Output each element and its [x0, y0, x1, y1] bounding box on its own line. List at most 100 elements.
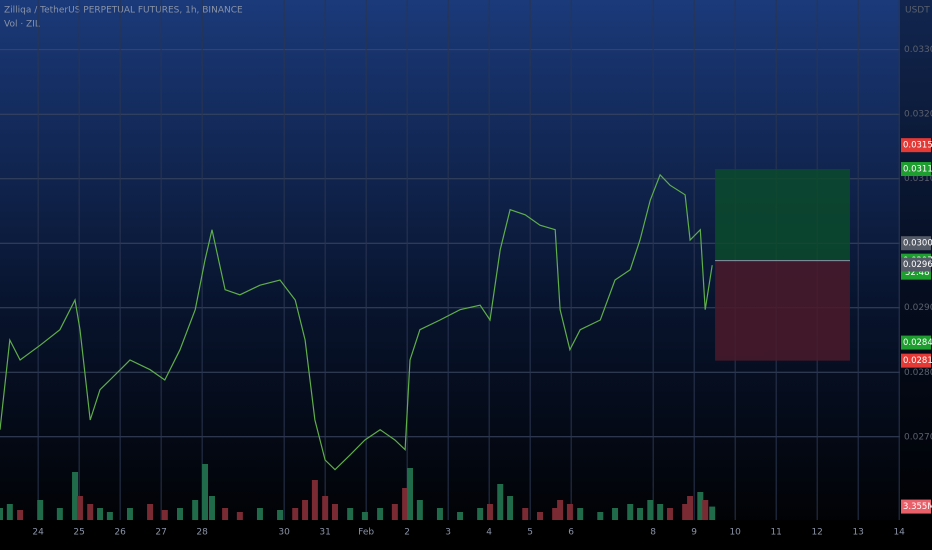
volume-bar [311, 480, 318, 520]
x-tick-label: 12 [811, 528, 822, 538]
volume-bar [697, 492, 704, 520]
volume-bar [557, 500, 564, 520]
volume-bar [577, 508, 584, 520]
volume-bar [522, 508, 529, 520]
x-tick-label: 25 [73, 528, 84, 538]
volume-bar [72, 472, 79, 520]
volume-bar [666, 508, 673, 520]
price-marker-label: 0.02818 [903, 356, 932, 366]
volume-bar [192, 500, 199, 520]
volume-bar [647, 500, 654, 520]
volume-bar [436, 508, 443, 520]
volume-bar [161, 510, 168, 520]
volume-bar [627, 504, 634, 520]
price-marker-label: 0.03115 [903, 165, 932, 175]
x-tick-label: 24 [32, 528, 44, 538]
volume-bar [391, 504, 398, 520]
volume-bar [17, 510, 24, 520]
countdown: 52:48 [905, 268, 930, 278]
x-tick-label: 14 [893, 528, 905, 538]
price-marker [901, 162, 931, 177]
volume-bar [637, 508, 644, 520]
volume-bar [687, 496, 694, 520]
x-tick-label: 2 [404, 528, 410, 538]
price-marker [901, 138, 931, 153]
x-tick-label: 26 [114, 528, 126, 538]
stop-zone [715, 260, 850, 361]
x-tick-label: 5 [527, 528, 533, 538]
volume-bar [347, 508, 354, 520]
volume-bar [177, 508, 183, 520]
x-tick-label: 8 [650, 528, 656, 538]
x-tick-label: 27 [155, 528, 166, 538]
volume-bar [486, 504, 493, 520]
volume-marker-label: 3.355M [903, 502, 932, 512]
volume-bar [0, 508, 3, 520]
volume-bar [507, 496, 514, 520]
price-line [0, 173, 713, 471]
y-tick-label: 0.02700 [904, 432, 932, 442]
volume-bar [106, 512, 113, 520]
y-tick-label: 0.03300 [904, 45, 932, 55]
x-tick-label: 4 [486, 528, 492, 538]
x-axis-panel [0, 520, 932, 550]
volume-bar [76, 496, 83, 520]
volume-bar [361, 512, 368, 520]
volume-bar [202, 464, 209, 520]
volume-bar [302, 500, 309, 520]
price-marker-label: 0.02967 [903, 260, 932, 270]
price-marker [901, 236, 931, 251]
volume-bar [208, 496, 215, 520]
price-marker-label: 0.03000 [903, 239, 932, 249]
price-marker-label: 0.02846 [903, 338, 932, 348]
volume-bar [147, 504, 154, 520]
volume-bar [256, 508, 263, 520]
volume-bar [87, 504, 94, 520]
volume-bar [682, 504, 689, 520]
volume-bar [497, 484, 504, 520]
volume-bar [709, 506, 716, 520]
volume-marker [901, 499, 931, 514]
volume-bar [552, 508, 559, 520]
x-tick-label: 9 [691, 528, 697, 538]
volume-bar [457, 512, 464, 520]
y-tick-label: 0.03200 [904, 110, 932, 120]
x-tick-label: 11 [770, 528, 781, 538]
volume-bar [37, 500, 44, 520]
volume-bar [222, 508, 229, 520]
x-tick-label: 10 [729, 528, 741, 538]
x-tick-label: 3 [445, 528, 451, 538]
x-tick-label: 6 [568, 528, 574, 538]
chart-title: Zilliqa / TetherUS PERPETUAL FUTURES, 1h… [4, 6, 243, 16]
target-zone [715, 169, 850, 261]
volume-bar [377, 508, 384, 520]
x-tick-label: Feb [358, 528, 374, 538]
price-marker [901, 257, 931, 272]
volume-bar [236, 512, 243, 520]
volume-bar [537, 512, 543, 520]
volume-bar [566, 504, 573, 520]
volume-bar [277, 510, 284, 520]
volume-bar [331, 504, 338, 520]
volume-bar [702, 500, 709, 520]
volume-bar [597, 512, 604, 520]
volume-bar [416, 500, 423, 520]
y-tick-label: 0.02800 [904, 368, 932, 378]
volume-bar [477, 508, 484, 520]
volume-bar [402, 488, 409, 520]
volume-bar [97, 508, 104, 520]
volume-bar [126, 508, 133, 520]
volume-bar [612, 508, 619, 520]
volume-bar [322, 496, 329, 520]
volume-bar [407, 468, 414, 520]
y-axis-label: USDT [905, 6, 930, 16]
y-tick-label: 0.03100 [904, 174, 932, 184]
volume-bar [292, 508, 299, 520]
x-tick-label: 30 [278, 528, 290, 538]
price-marker [901, 353, 931, 368]
volume-bar [657, 504, 664, 520]
volume-bar [6, 504, 13, 520]
volume-bar [56, 508, 63, 520]
x-tick-label: 31 [319, 528, 330, 538]
